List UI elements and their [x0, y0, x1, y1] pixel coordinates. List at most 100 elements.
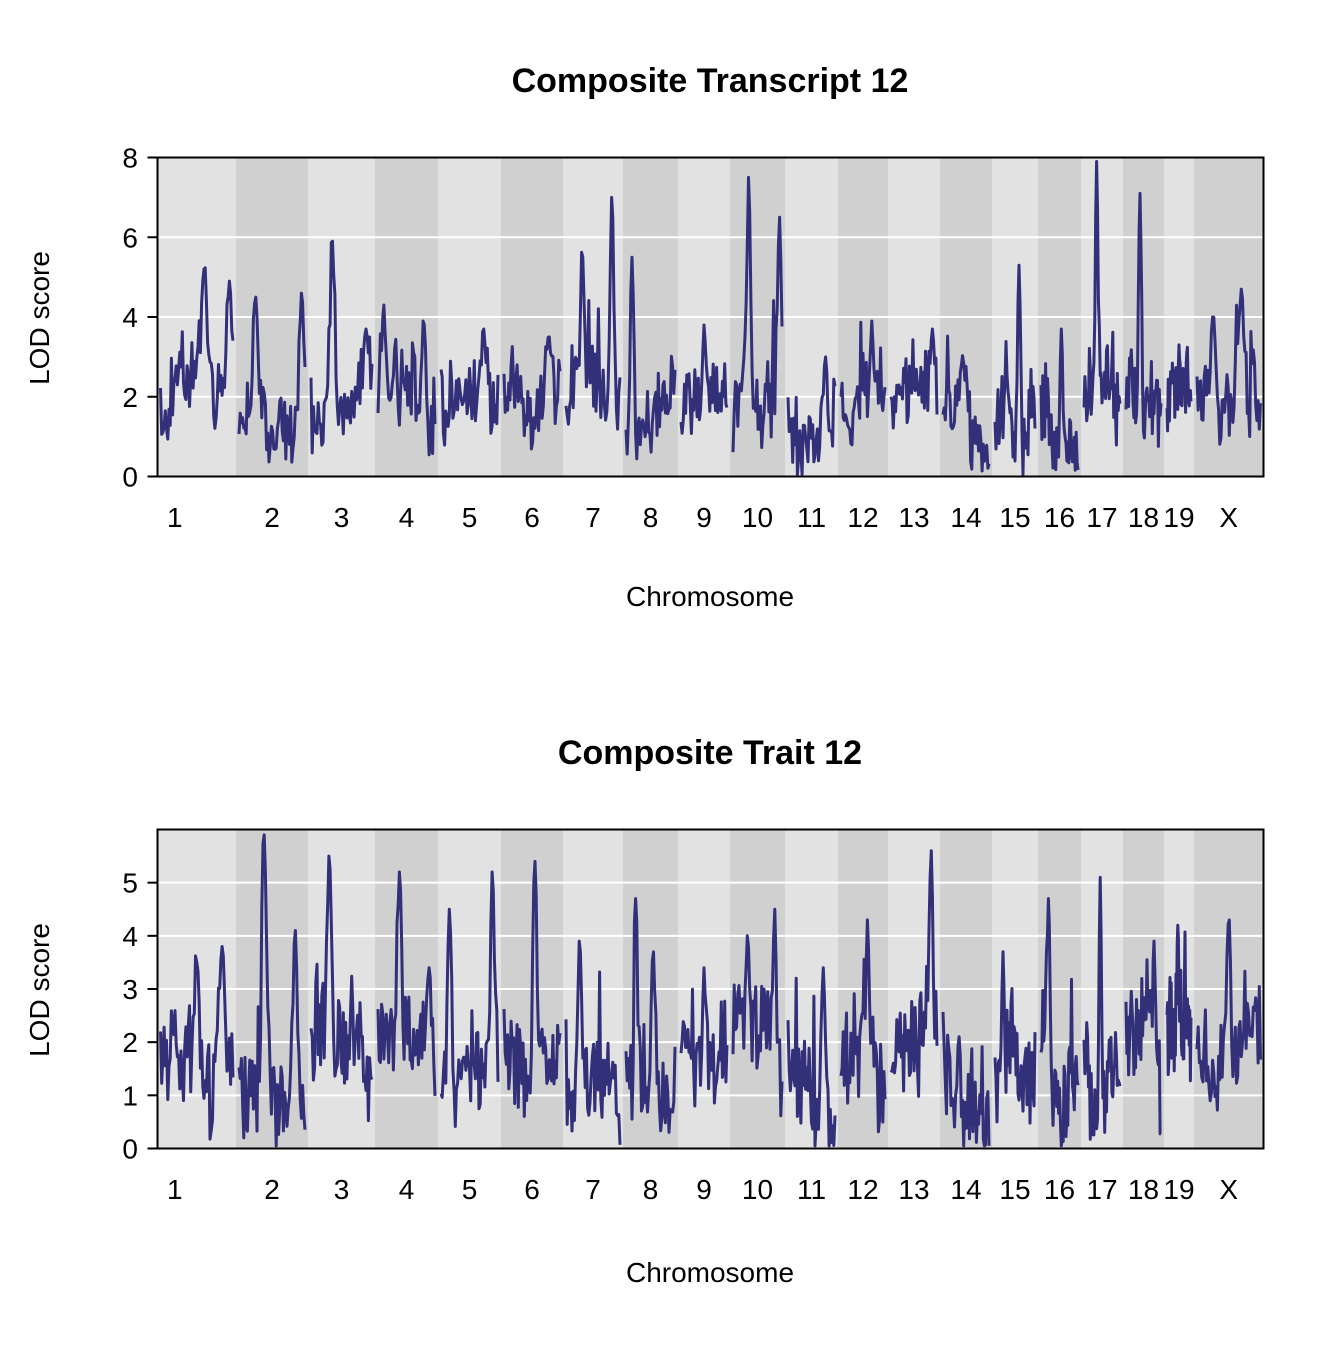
lod-curve-chr-5: [439, 327, 500, 447]
y-tick-label: 4: [122, 921, 138, 952]
lod-curve-chr-2: [237, 291, 307, 464]
y-axis: 0 2 4 6 8: [122, 143, 158, 493]
y-tick-label: 8: [122, 143, 138, 174]
y-tick-label: 2: [122, 382, 138, 413]
y-tick-label: 6: [122, 222, 138, 253]
lod-curve-chr-7: [564, 195, 622, 431]
x-tick-label-chr-14: 14: [950, 1174, 981, 1205]
lod-curve-chr-19: [1165, 923, 1193, 1083]
x-axis-label: Chromosome: [626, 581, 794, 612]
y-axis-label: LOD score: [24, 923, 55, 1057]
x-tick-label-chr-X: X: [1219, 1174, 1238, 1205]
x-tick-label-chr-18: 18: [1128, 502, 1159, 533]
lod-curve-chr-15: [993, 263, 1037, 476]
lod-curve-chr-16: [1039, 327, 1080, 472]
lod-curve-chr-18: [1124, 191, 1163, 448]
lod-curve-chr-18: [1124, 939, 1162, 1136]
y-tick-label: 3: [122, 974, 138, 1005]
lod-curve-chr-17: [1082, 875, 1122, 1141]
chart-title: Composite Trait 12: [558, 734, 862, 772]
lod-curve-chr-12: [839, 918, 887, 1134]
lod-curve-chr-14: [941, 1011, 991, 1148]
lod-curve-chr-11: [786, 355, 837, 476]
x-tick-label-chr-8: 8: [643, 502, 659, 533]
lod-curve-chr-X: [1195, 918, 1262, 1112]
lod-curve-chr-8: [624, 897, 677, 1134]
x-tick-label-chr-12: 12: [847, 1174, 878, 1205]
lod-curve-chr-9: [679, 966, 729, 1108]
y-tick-label: 0: [122, 1134, 138, 1165]
lod-curve-chr-4: [376, 870, 437, 1096]
x-tick-label-chr-7: 7: [585, 502, 601, 533]
x-tick-label-chr-15: 15: [999, 1174, 1030, 1205]
y-tick-label: 1: [122, 1080, 138, 1111]
lod-curve-chr-3: [309, 239, 374, 455]
x-tick-label-chr-10: 10: [742, 1174, 773, 1205]
y-tick-label: 5: [122, 868, 138, 899]
chart-title: Composite Transcript 12: [512, 62, 909, 100]
lod-curve-chr-9: [679, 323, 729, 435]
x-tick-label-chr-15: 15: [999, 502, 1030, 533]
y-tick-label: 0: [122, 462, 138, 493]
x-tick-label-chr-14: 14: [950, 502, 981, 533]
x-tick-label-chr-1: 1: [167, 1174, 183, 1205]
x-tick-label-chr-11: 11: [797, 1174, 826, 1205]
lod-curve-chr-17: [1082, 160, 1122, 447]
x-tick-label-chr-19: 19: [1163, 502, 1194, 533]
lod-curve-chr-3: [309, 854, 374, 1123]
lod-curve-chr-2: [237, 833, 307, 1148]
lod-curve-chr-16: [1039, 897, 1080, 1148]
y-tick-label: 4: [122, 302, 138, 333]
lod-curve-chr-10: [731, 175, 784, 453]
x-tick-label-chr-4: 4: [399, 1174, 415, 1205]
x-tick-label-chr-5: 5: [462, 1174, 478, 1205]
lod-curve-chr-6: [502, 335, 562, 451]
x-tick-label-chr-12: 12: [847, 502, 878, 533]
x-tick-label-chr-17: 17: [1086, 502, 1117, 533]
lod-curve-chr-X: [1195, 287, 1262, 446]
x-tick-label-chr-11: 11: [797, 502, 826, 533]
x-tick-label-chr-7: 7: [585, 1174, 601, 1205]
x-axis: 1 2 3 4 5 6 7 8 9 10 11 12 13 14 15 16 17 18 19 X: [167, 1174, 1238, 1205]
x-tick-label-chr-2: 2: [264, 502, 280, 533]
y-axis: 0 1 2 3 4 5: [122, 868, 158, 1165]
lod-curve-chr-1: [159, 266, 235, 441]
x-tick-label-chr-3: 3: [334, 1174, 350, 1205]
x-tick-label-chr-6: 6: [524, 1174, 540, 1205]
x-tick-label-chr-9: 9: [696, 502, 712, 533]
x-tick-label-chr-X: X: [1219, 502, 1238, 533]
lod-curve-chr-8: [624, 255, 677, 461]
x-axis: 1 2 3 4 5 6 7 8 9 10 11 12 13 14 15 16 17 18 19 X: [167, 502, 1238, 533]
x-tick-label-chr-16: 16: [1044, 1174, 1075, 1205]
x-tick-label-chr-13: 13: [898, 1174, 929, 1205]
x-tick-label-chr-2: 2: [264, 1174, 280, 1205]
lod-curve-chr-11: [786, 966, 837, 1148]
x-tick-label-chr-6: 6: [524, 502, 540, 533]
x-tick-label-chr-3: 3: [334, 502, 350, 533]
lod-curve-chr-1: [159, 945, 235, 1141]
x-tick-label-chr-17: 17: [1086, 1174, 1117, 1205]
y-tick-label: 2: [122, 1027, 138, 1058]
lod-curves: [159, 160, 1262, 476]
x-tick-label-chr-16: 16: [1044, 502, 1075, 533]
x-tick-label-chr-13: 13: [898, 502, 929, 533]
lod-curve-chr-12: [839, 319, 887, 447]
x-tick-label-chr-19: 19: [1163, 1174, 1194, 1205]
x-axis-label: Chromosome: [626, 1257, 794, 1288]
lod-curves: [159, 833, 1262, 1148]
lod-curve-chr-5: [439, 870, 500, 1128]
x-tick-label-chr-10: 10: [742, 502, 773, 533]
lod-curve-chr-4: [376, 303, 437, 457]
lod-curve-chr-10: [731, 907, 784, 1118]
lod-curve-chr-13: [889, 849, 939, 1098]
x-tick-label-chr-8: 8: [643, 1174, 659, 1205]
lod-curve-chr-15: [993, 950, 1037, 1125]
lod-curve-chr-14: [941, 334, 991, 473]
y-axis-label: LOD score: [24, 251, 55, 385]
x-tick-label-chr-5: 5: [462, 502, 478, 533]
lod-curve-chr-6: [502, 859, 562, 1118]
x-tick-label-chr-18: 18: [1128, 1174, 1159, 1205]
